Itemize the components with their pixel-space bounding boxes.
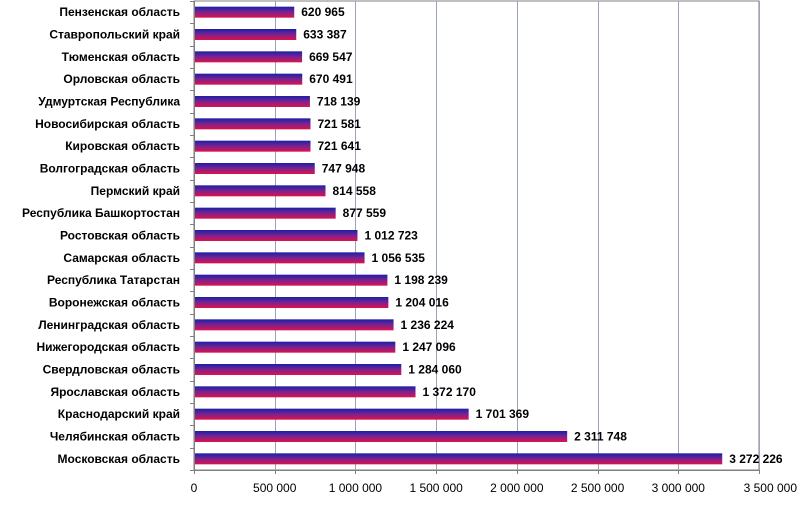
bars <box>195 6 723 465</box>
category-label: Московская область <box>58 452 180 466</box>
category-label: Воронежская область <box>49 296 180 310</box>
data-label: 1 372 170 <box>423 385 477 399</box>
data-label: 721 581 <box>317 117 361 131</box>
data-label: 1 198 239 <box>394 273 448 287</box>
category-label: Орловская область <box>63 72 180 86</box>
data-label: 1 236 224 <box>401 318 455 332</box>
x-tick-label: 3 000 000 <box>652 481 706 495</box>
category-label: Тюменская область <box>62 50 180 64</box>
category-label: Ростовская область <box>60 229 180 243</box>
bar <box>195 453 723 465</box>
category-label: Ленинградская область <box>38 318 180 332</box>
category-label: Челябинская область <box>50 430 180 444</box>
data-label: 2 311 748 <box>574 430 627 444</box>
x-tick-label: 2 000 000 <box>490 481 544 495</box>
category-label: Республика Башкортостан <box>22 206 180 220</box>
category-label: Пензенская область <box>59 5 180 19</box>
bar <box>195 364 402 375</box>
category-label: Краснодарский край <box>58 407 180 421</box>
bar <box>195 230 358 241</box>
category-label: Волгоградская область <box>40 162 180 176</box>
data-label: 670 491 <box>309 72 353 86</box>
category-label: Ярославская область <box>50 385 180 399</box>
data-label: 1 247 096 <box>402 340 456 354</box>
x-tick-label: 500 000 <box>253 481 297 495</box>
category-labels: Пензенская область Ставропольский край Тюм… <box>22 5 180 466</box>
x-tick-label: 2 500 000 <box>571 481 625 495</box>
bar <box>195 96 310 107</box>
bar <box>195 274 388 286</box>
bar <box>195 319 394 331</box>
bar <box>195 252 365 264</box>
axes <box>190 1 760 474</box>
category-label: Республика Татарстан <box>47 273 180 287</box>
data-label: 669 547 <box>309 50 353 64</box>
bar <box>195 6 295 18</box>
bar <box>195 408 469 420</box>
data-label: 814 558 <box>332 184 376 198</box>
category-label: Кировская область <box>65 139 180 153</box>
bar <box>195 29 297 40</box>
value-labels: 620 965 633 387 669 547 670 491 718 139 721 5… <box>301 5 783 466</box>
data-label: 1 056 535 <box>372 251 426 265</box>
x-tick-label: 3 500 000 <box>744 481 798 495</box>
data-label: 1 012 723 <box>364 229 418 243</box>
bar <box>195 118 311 130</box>
category-label: Ставропольский край <box>49 28 180 42</box>
data-label: 1 284 060 <box>408 363 462 377</box>
bar <box>195 386 416 398</box>
category-label: Новосибирская область <box>35 117 180 131</box>
bar <box>195 140 311 152</box>
bar <box>195 431 568 442</box>
x-tick-label: 1 500 000 <box>409 481 463 495</box>
data-label: 3 272 226 <box>729 452 783 466</box>
bar <box>195 185 326 197</box>
data-label: 721 641 <box>317 139 361 153</box>
category-label: Удмуртская Республика <box>38 95 180 109</box>
category-label: Самарская область <box>63 251 180 265</box>
category-label: Свердловская область <box>43 363 180 377</box>
data-label: 620 965 <box>301 5 345 19</box>
data-label: 747 948 <box>322 162 366 176</box>
bar <box>195 163 315 174</box>
bar <box>195 207 336 219</box>
x-tick-label: 0 <box>191 481 198 495</box>
data-label: 1 204 016 <box>395 296 449 310</box>
bar <box>195 341 396 353</box>
category-label: Нижегородская область <box>36 340 180 354</box>
data-label: 633 387 <box>303 28 347 42</box>
bar <box>195 297 389 308</box>
data-label: 877 559 <box>343 206 387 220</box>
data-label: 718 139 <box>317 95 361 109</box>
bar <box>195 51 303 63</box>
x-tick-labels: 0 500 000 1 000 000 1 500 000 2 000 000 2 500… <box>191 481 798 495</box>
data-label: 1 701 369 <box>476 407 530 421</box>
bar <box>195 73 303 85</box>
category-label: Пермский край <box>91 184 180 198</box>
x-tick-label: 1 000 000 <box>329 481 383 495</box>
